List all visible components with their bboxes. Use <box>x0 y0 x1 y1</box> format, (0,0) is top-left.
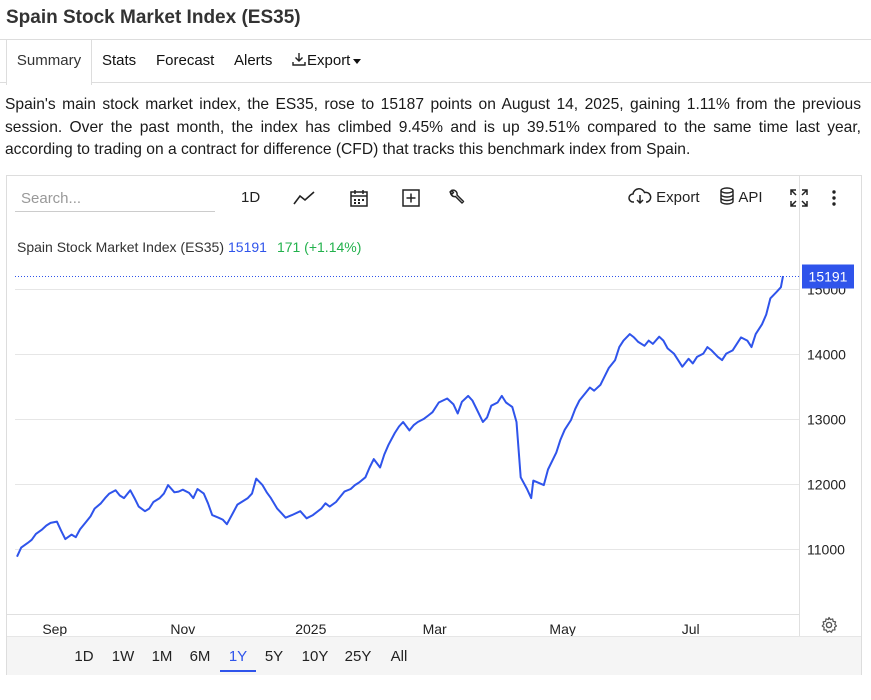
x-tick-label: Nov <box>170 621 195 636</box>
range-1d[interactable]: 1D <box>74 648 94 665</box>
tab-stats[interactable]: Stats <box>102 52 137 69</box>
x-tick-label: May <box>549 621 575 636</box>
y-tick-label: 12000 <box>807 477 846 493</box>
y-tick-label: 11000 <box>807 542 845 558</box>
fullscreen-button[interactable] <box>789 184 809 212</box>
chart-legend: Spain Stock Market Index (ES35) 15191 171 … <box>17 239 361 255</box>
tab-bar: Summary Stats Forecast Alerts Export <box>0 39 871 85</box>
range-1m[interactable]: 1M <box>151 648 173 665</box>
range-selector: 1D 1W 1M 6M 1Y 5Y 10Y 25Y All <box>7 636 861 675</box>
series-line-es35 <box>16 275 784 558</box>
calendar-button[interactable] <box>349 184 369 212</box>
x-tick-label: Sep <box>42 621 67 636</box>
api-button[interactable]: API <box>719 184 763 212</box>
last-price-label: 15191 <box>809 269 848 285</box>
range-10y[interactable]: 10Y <box>301 648 329 665</box>
range-25y[interactable]: 25Y <box>344 648 372 665</box>
page-title: Spain Stock Market Index (ES35) <box>6 7 301 28</box>
more-vertical-icon <box>832 190 836 206</box>
tab-forecast[interactable]: Forecast <box>156 52 215 69</box>
legend-series-name: Spain Stock Market Index (ES35) <box>17 239 224 255</box>
tab-export[interactable]: Export <box>291 40 362 83</box>
wrench-icon <box>449 189 465 204</box>
legend-value: 15191 <box>228 239 267 255</box>
database-icon <box>720 187 734 205</box>
calendar-icon <box>350 190 368 207</box>
export-label: Export <box>656 189 700 206</box>
more-options-button[interactable] <box>829 184 839 212</box>
gear-icon <box>821 616 838 633</box>
y-tick-label: 14000 <box>807 347 846 363</box>
settings-tool-button[interactable] <box>447 184 467 212</box>
last-price-tag <box>802 264 854 289</box>
chart-panel: 1D Export <box>6 175 862 675</box>
range-5y[interactable]: 5Y <box>264 648 284 665</box>
tab-summary[interactable]: Summary <box>6 40 92 85</box>
range-1w[interactable]: 1W <box>111 648 135 665</box>
fullscreen-icon <box>790 189 808 207</box>
caret-down-icon <box>353 58 362 64</box>
chart-settings-button[interactable] <box>820 616 838 639</box>
tab-export-label: Export <box>307 52 351 69</box>
range-all[interactable]: All <box>390 648 408 665</box>
x-tick-label: 2025 <box>295 621 326 636</box>
tab-alerts[interactable]: Alerts <box>234 52 273 69</box>
legend-change: 171 (+1.14%) <box>276 239 362 255</box>
range-6m[interactable]: 6M <box>189 648 211 665</box>
x-tick-label: Mar <box>423 621 447 636</box>
x-tick-label: Jul <box>682 621 700 636</box>
search-input[interactable] <box>15 186 215 212</box>
y-tick-label: 13000 <box>807 412 846 428</box>
cloud-download-icon <box>628 188 652 205</box>
summary-paragraph: Spain's main stock market index, the ES3… <box>5 96 861 158</box>
range-1y[interactable]: 1Y <box>220 644 256 672</box>
download-icon <box>292 53 306 66</box>
line-chart-button[interactable] <box>293 184 315 212</box>
interval-button[interactable]: 1D <box>241 189 261 206</box>
api-label: API <box>738 189 763 206</box>
export-button[interactable]: Export <box>628 184 700 212</box>
add-indicator-button[interactable] <box>401 184 421 212</box>
plus-box-icon <box>402 189 420 207</box>
line-chart-icon <box>293 191 315 205</box>
